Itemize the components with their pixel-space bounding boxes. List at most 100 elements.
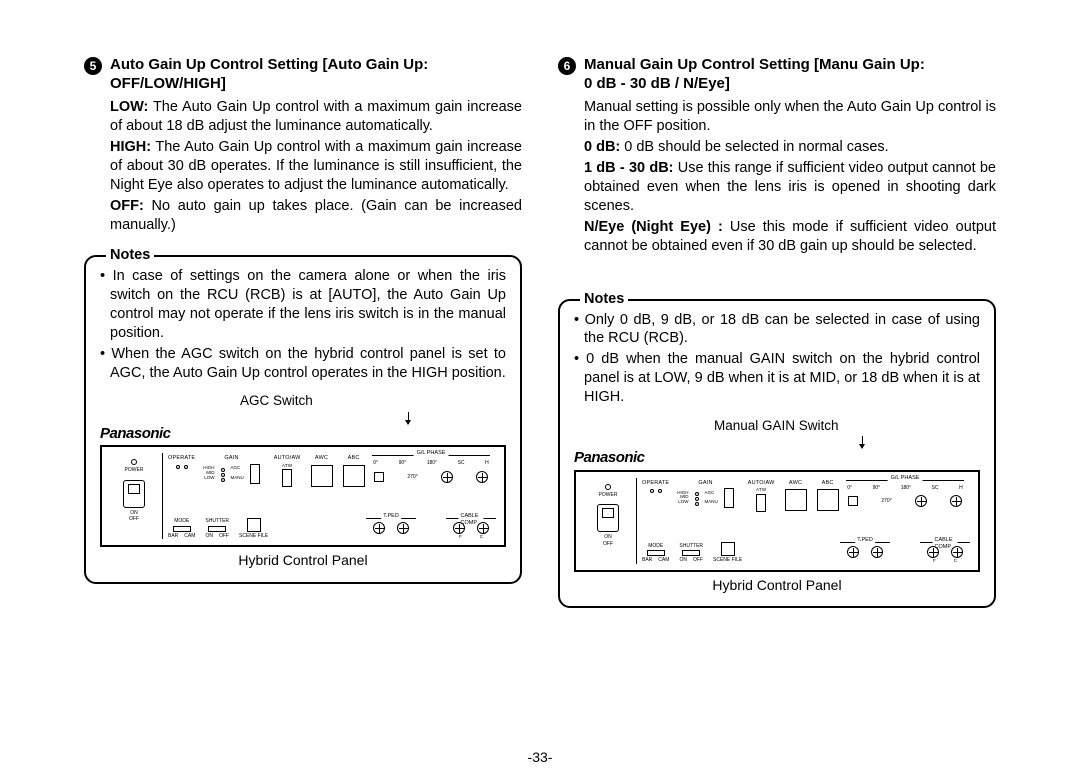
- tped-label: T.PED: [381, 513, 401, 520]
- tped-label: T.PED: [855, 537, 875, 544]
- tped-knob-icon: [847, 546, 859, 558]
- heading-text: Auto Gain Up Control Setting [Auto Gain …: [110, 56, 428, 94]
- off-lead: OFF:: [110, 198, 144, 214]
- heading-line1: Auto Gain Up Control Setting [Auto Gain …: [110, 56, 428, 75]
- h-knob-icon: [950, 495, 962, 507]
- operate-block: OPERATE: [168, 455, 195, 468]
- arrow-icon: [310, 412, 506, 424]
- low-lead: LOW:: [110, 99, 148, 115]
- agc-switch-icon: [250, 464, 260, 484]
- tped-group: T.PED: [840, 542, 890, 564]
- awc-block: AUTO/AW ATW AWC ABC: [748, 480, 839, 513]
- intro-text: Manual setting is possible only when the…: [584, 98, 996, 136]
- sc180-label: 180°: [901, 485, 911, 492]
- shutter-label: SHUTTER: [679, 543, 703, 550]
- abc-button-icon: [817, 489, 839, 511]
- notes-box-left: Notes In case of settings on the camera …: [84, 255, 522, 583]
- notes-list: In case of settings on the camera alone …: [100, 267, 506, 382]
- tped-group: T.PED: [366, 518, 416, 540]
- cc-knob2-icon: [477, 522, 489, 534]
- section-6-heading: 6 Manual Gain Up Control Setting [Manu G…: [558, 56, 996, 94]
- page: 5 Auto Gain Up Control Setting [Auto Gai…: [0, 0, 1080, 773]
- panel-illustration-right: Manual GAIN Switch Panasonic POWER ON OF…: [574, 417, 980, 594]
- 0db-text: 0 dB should be selected in normal cases.: [620, 139, 888, 155]
- autoaw-label: AUTO/AW: [274, 455, 301, 462]
- shutter-block: SHUTTER ON OFF: [679, 543, 703, 564]
- separator-icon: [162, 453, 163, 539]
- awc-label: AWC: [311, 455, 333, 462]
- gl-phase-block: G/L PHASE 0° 90° 180° SC H 270°: [366, 455, 496, 483]
- shutter-on: ON: [679, 557, 687, 564]
- c-label: C: [480, 534, 483, 540]
- cc-knob-icon: [453, 522, 465, 534]
- shutter-off: OFF: [693, 557, 703, 564]
- h-label: H: [485, 460, 489, 467]
- sc-switch-icon: [374, 472, 384, 482]
- gain-block: GAIN HIGH MID LOW AGC: [203, 455, 260, 483]
- awc-block: AUTO/AW ATW AWC ABC: [274, 455, 365, 488]
- separator-icon: [636, 478, 637, 564]
- awc-button-icon: [785, 489, 807, 511]
- sc270-label: 270°: [881, 498, 891, 505]
- mode-label: MODE: [174, 518, 189, 525]
- operate-label: OPERATE: [642, 480, 669, 487]
- shutter-label: SHUTTER: [205, 518, 229, 525]
- note-2: 0 dB when the manual GAIN switch on the …: [574, 350, 980, 407]
- notes-box-right: Notes Only 0 dB, 9 dB, or 18 dB can be s…: [558, 299, 996, 608]
- arrow-icon: [744, 436, 980, 448]
- awc-label: AWC: [785, 480, 807, 487]
- glphase-label: G/L PHASE: [888, 475, 923, 482]
- c-label: C: [954, 558, 957, 564]
- panel-illustration-left: AGC Switch Panasonic POWER ON OFF: [100, 392, 506, 569]
- operate-block: OPERATE: [642, 480, 669, 493]
- cam-label: CAM: [184, 533, 195, 540]
- h-knob-icon: [476, 471, 488, 483]
- bar-label: BAR: [642, 557, 652, 564]
- shutter-off: OFF: [219, 533, 229, 540]
- notes-label: Notes: [106, 246, 154, 265]
- gain-label: GAIN: [203, 455, 260, 462]
- 130-lead: 1 dB - 30 dB:: [584, 160, 674, 176]
- manual-gain-switch-icon: [724, 488, 734, 508]
- note-1: In case of settings on the camera alone …: [100, 267, 506, 342]
- section-5-heading: 5 Auto Gain Up Control Setting [Auto Gai…: [84, 56, 522, 94]
- tped-knob-icon: [373, 522, 385, 534]
- mode-label: MODE: [648, 543, 663, 550]
- low-label: LOW: [677, 500, 688, 505]
- note-1: Only 0 dB, 9 dB, or 18 dB can be selecte…: [574, 311, 980, 349]
- abc-button-icon: [343, 465, 365, 487]
- shutter-block: SHUTTER ON OFF: [205, 518, 229, 539]
- awc-button-icon: [311, 465, 333, 487]
- panel-caption: Hybrid Control Panel: [574, 576, 980, 594]
- shutter-on: ON: [205, 533, 213, 540]
- heading-line1: Manual Gain Up Control Setting [Manu Gai…: [584, 56, 925, 75]
- cablecomp-group: CABLE COMP FC: [446, 518, 496, 540]
- scene-button-icon: [721, 542, 735, 556]
- tped-knob2-icon: [871, 546, 883, 558]
- h-label: H: [959, 485, 963, 492]
- sc0-label: 0°: [847, 485, 852, 492]
- off-label: OFF: [586, 541, 630, 548]
- panel-bottom-row: MODE BARCAM SHUTTER ONOFF SCENE FILE: [168, 518, 496, 540]
- f-label: F: [459, 534, 462, 540]
- off-label: OFF: [112, 516, 156, 523]
- heading-text: Manual Gain Up Control Setting [Manu Gai…: [584, 56, 925, 94]
- mode-switch-icon: [647, 550, 665, 556]
- sc0-label: 0°: [373, 460, 378, 467]
- abc-label: ABC: [817, 480, 839, 487]
- atw-switch-icon: [282, 469, 292, 487]
- power-block: POWER ON OFF: [112, 457, 156, 539]
- sc-label: SC: [458, 460, 465, 467]
- atw-switch-icon: [756, 494, 766, 512]
- power-switch-icon: [597, 504, 619, 532]
- manu-label: MANU: [705, 500, 718, 505]
- panel-caption: Hybrid Control Panel: [100, 551, 506, 569]
- operate-label: OPERATE: [168, 455, 195, 462]
- sc180-label: 180°: [427, 460, 437, 467]
- left-column: 5 Auto Gain Up Control Setting [Auto Gai…: [84, 56, 522, 753]
- sc270-label: 270°: [407, 474, 417, 481]
- shutter-switch-icon: [208, 526, 226, 532]
- brand-logo: Panasonic: [100, 424, 171, 444]
- scene-button-icon: [247, 518, 261, 532]
- shutter-switch-icon: [682, 550, 700, 556]
